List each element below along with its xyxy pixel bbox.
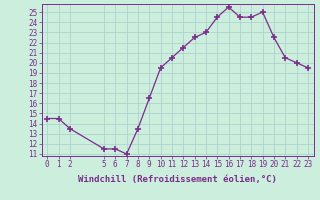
- X-axis label: Windchill (Refroidissement éolien,°C): Windchill (Refroidissement éolien,°C): [78, 175, 277, 184]
